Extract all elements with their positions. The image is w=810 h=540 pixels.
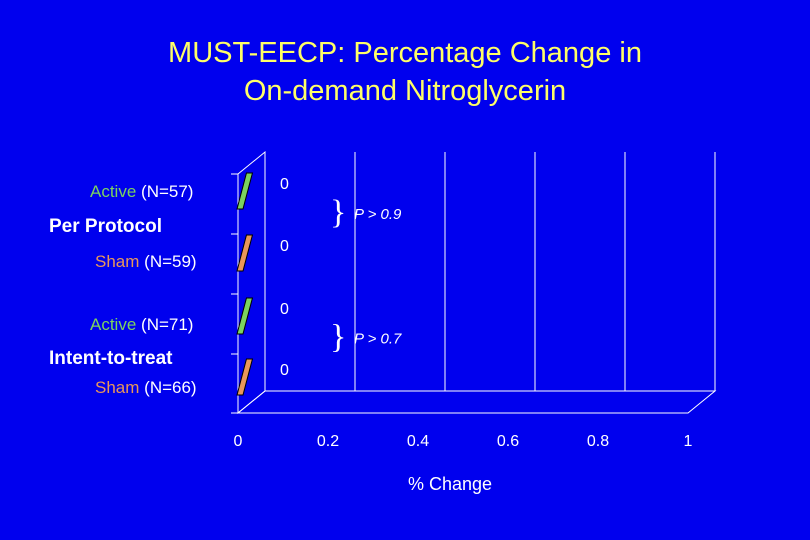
x-tick-label: 0.6 [497, 433, 519, 450]
x-tick-label: 0.8 [587, 433, 609, 450]
x-axis-label: % Change [407, 474, 493, 494]
p-value-label: P > 0.9 [354, 206, 402, 223]
data-label: 0 [280, 176, 289, 193]
significance-brace: } [330, 194, 346, 231]
bar [236, 172, 254, 210]
category-label-sham-itt: Sham (N=66) [95, 378, 197, 397]
category-label-sham-pp: Sham (N=59) [95, 252, 197, 271]
group-label-intent-to-treat: Intent-to-treat [49, 348, 173, 369]
x-tick-label: 0 [234, 433, 243, 450]
bar [236, 234, 254, 272]
significance-brace: } [330, 319, 346, 356]
x-tick-label: 1 [684, 433, 693, 450]
bar [236, 358, 254, 396]
x-tick-label: 0.2 [317, 433, 339, 450]
x-tick-label: 0.4 [407, 433, 429, 450]
bar [236, 297, 254, 335]
chart-title: MUST-EECP: Percentage Change in On-deman… [0, 34, 810, 110]
group-label-per-protocol: Per Protocol [49, 216, 162, 237]
p-value-label: P > 0.7 [354, 331, 402, 348]
floor [236, 390, 717, 414]
category-label-active-itt: Active (N=71) [90, 315, 194, 334]
title-line-1: MUST-EECP: Percentage Change in [168, 37, 642, 69]
data-label: 0 [280, 301, 289, 318]
category-label-active-pp: Active (N=57) [90, 182, 194, 201]
data-label: 0 [280, 238, 289, 255]
data-label: 0 [280, 362, 289, 379]
title-line-2: On-demand Nitroglycerin [243, 75, 567, 107]
